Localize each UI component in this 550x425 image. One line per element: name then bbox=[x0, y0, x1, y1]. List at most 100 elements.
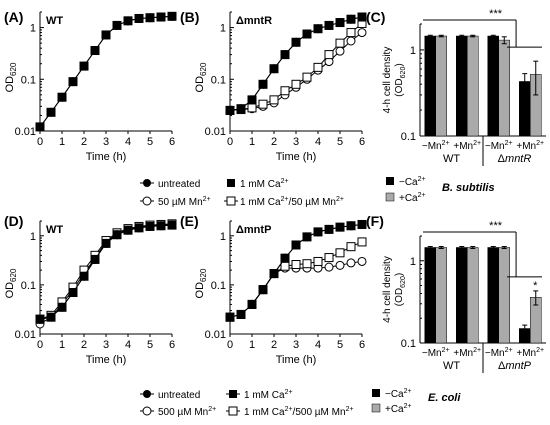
y-axis-unit-close: ) bbox=[394, 273, 405, 276]
y-axis-unit-close: ) bbox=[394, 63, 405, 66]
bar bbox=[498, 39, 510, 137]
y-axis-unit-open: (OD bbox=[394, 288, 405, 306]
data-point bbox=[291, 79, 301, 89]
y-tick-label: 1 bbox=[220, 23, 226, 35]
y-axis-label-unit: (OD620) bbox=[394, 273, 407, 306]
x-axis-label: Time (h) bbox=[86, 354, 127, 366]
x-tick-label: 4 bbox=[125, 136, 131, 148]
data-point bbox=[145, 13, 155, 23]
data-point bbox=[324, 262, 334, 272]
y-tick-label: 0.01 bbox=[205, 329, 226, 341]
x-tick-label: 1 bbox=[59, 339, 65, 351]
category-label-sup: 2+ bbox=[473, 140, 481, 147]
data-point bbox=[101, 30, 111, 40]
data-point bbox=[269, 269, 279, 279]
data-point bbox=[335, 260, 345, 270]
category-label: −Mn2+ bbox=[422, 140, 450, 152]
panel-strain-label: ΔmntP bbox=[236, 224, 271, 236]
data-point bbox=[313, 24, 323, 34]
x-tick-label: 6 bbox=[359, 136, 365, 148]
category-label-main: +Mn bbox=[516, 141, 536, 152]
y-tick-label: 1 bbox=[30, 23, 36, 35]
data-point bbox=[90, 254, 100, 264]
data-point bbox=[346, 221, 356, 231]
data-point bbox=[335, 18, 345, 28]
y-axis-label: OD620 bbox=[194, 268, 208, 298]
data-point bbox=[134, 13, 144, 23]
data-point bbox=[79, 61, 89, 71]
group-label-gene: mntR bbox=[505, 153, 531, 165]
y-axis-label-sub: 620 bbox=[199, 62, 208, 76]
panel-label-b: (B) bbox=[180, 9, 199, 25]
bar bbox=[456, 35, 468, 137]
data-point bbox=[357, 256, 367, 266]
x-tick-label: 0 bbox=[37, 339, 43, 351]
data-point bbox=[280, 253, 290, 263]
data-point bbox=[335, 248, 345, 258]
bar bbox=[424, 247, 436, 344]
data-point bbox=[247, 103, 257, 113]
data-point bbox=[335, 46, 345, 56]
x-tick-label: 6 bbox=[169, 136, 175, 148]
data-point bbox=[346, 36, 356, 46]
legend-marker-open-circle bbox=[142, 196, 152, 206]
x-tick-label: 0 bbox=[227, 339, 233, 351]
y-axis-unit-sub: 620 bbox=[400, 276, 407, 288]
x-axis-label: Time (h) bbox=[276, 354, 317, 366]
y-axis-label-unit: (OD620) bbox=[394, 63, 407, 96]
category-label-sup: 2+ bbox=[505, 140, 513, 147]
data-point bbox=[346, 258, 356, 268]
category-label-main: +Mn bbox=[516, 348, 536, 359]
data-point bbox=[313, 62, 323, 72]
group-label-delta: Δ bbox=[498, 153, 506, 165]
x-tick-label: 3 bbox=[293, 339, 299, 351]
y-tick-label: 0.1 bbox=[21, 280, 36, 292]
y-axis-label: OD620 bbox=[4, 62, 18, 92]
bar bbox=[467, 35, 479, 137]
legend-untreated: untreated bbox=[158, 390, 200, 401]
legend-minus-ca: −Ca2+ bbox=[399, 176, 426, 188]
x-tick-label: 2 bbox=[81, 136, 87, 148]
y-tick-label: 0.1 bbox=[21, 74, 36, 86]
data-point bbox=[258, 79, 268, 89]
panel-label-e: (E) bbox=[180, 213, 199, 229]
data-point bbox=[346, 28, 356, 38]
data-point bbox=[346, 242, 356, 252]
x-tick-label: 1 bbox=[249, 136, 255, 148]
data-point bbox=[247, 95, 257, 105]
bar-legend-c: −Ca2+ +Ca2+ B. subtilis bbox=[385, 176, 495, 204]
group-label-delta: Δ bbox=[498, 360, 506, 372]
data-point bbox=[68, 287, 78, 297]
significance-stars: *** bbox=[489, 8, 503, 20]
category-label-sup: 2+ bbox=[442, 140, 450, 147]
data-point bbox=[280, 50, 290, 60]
data-point bbox=[167, 11, 177, 21]
data-point bbox=[145, 221, 155, 231]
data-point bbox=[79, 271, 89, 281]
bar-chart-c: 10.14-h cell density (OD620)−Mn2+ +Mn2+ −Mn… bbox=[382, 8, 546, 166]
x-tick-label: 1 bbox=[249, 339, 255, 351]
bar bbox=[435, 247, 447, 344]
data-point bbox=[225, 312, 235, 322]
x-axis-label: Time (h) bbox=[86, 151, 127, 163]
x-tick-label: 6 bbox=[169, 339, 175, 351]
y-axis-label-main: OD bbox=[4, 76, 16, 93]
data-point bbox=[258, 99, 268, 109]
y-axis-label-sub: 620 bbox=[199, 268, 208, 282]
data-point bbox=[357, 237, 367, 247]
data-point bbox=[57, 92, 67, 102]
bar bbox=[424, 35, 436, 137]
data-point bbox=[302, 259, 312, 269]
legend-plus-ca: +Ca2+ bbox=[399, 192, 426, 204]
bar bbox=[456, 247, 468, 344]
y-tick-label: 0.1 bbox=[401, 131, 416, 143]
x-tick-label: 2 bbox=[271, 136, 277, 148]
y-axis-label-main: OD bbox=[194, 282, 206, 299]
x-axis-label: Time (h) bbox=[276, 151, 317, 163]
data-point bbox=[313, 227, 323, 237]
data-point bbox=[46, 107, 56, 117]
data-point bbox=[357, 219, 367, 229]
data-point bbox=[357, 28, 367, 38]
legend-camn: 1 mM Ca2+/50 µM Mn2+ bbox=[240, 196, 344, 208]
